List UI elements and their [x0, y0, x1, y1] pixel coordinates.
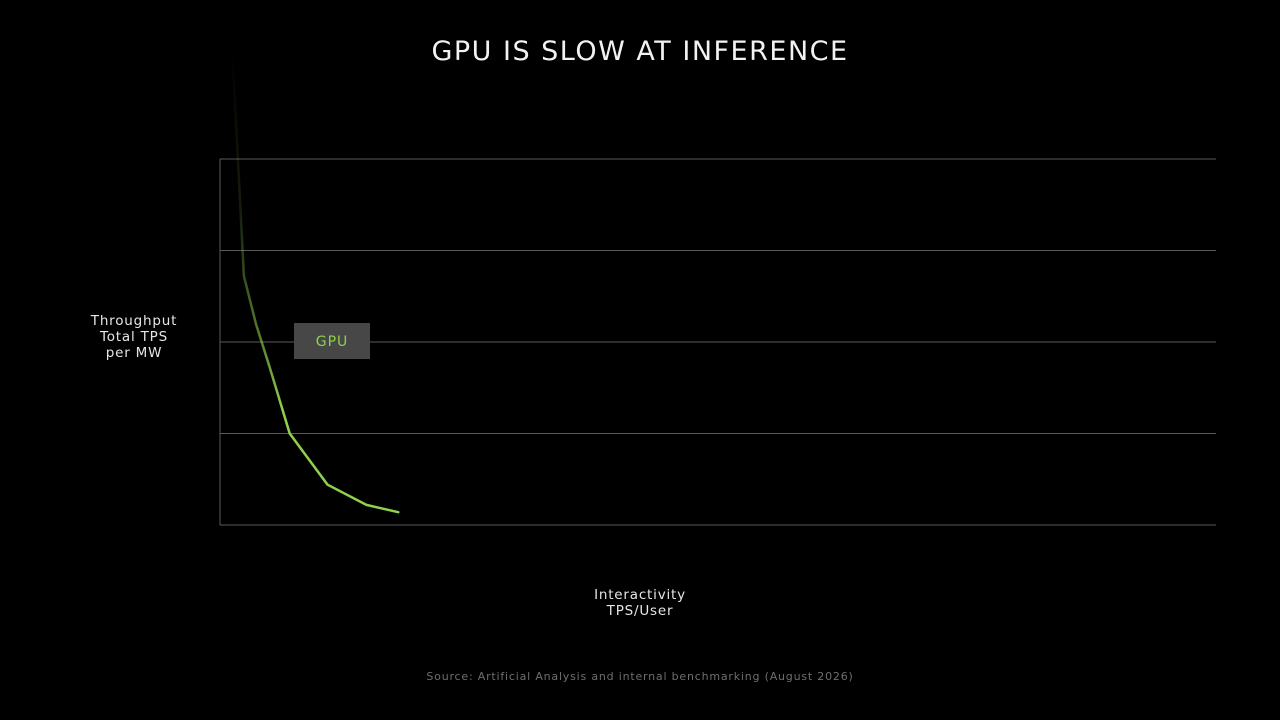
- x-axis-label: Interactivity TPS/User: [540, 587, 740, 619]
- x-axis-label-line: Interactivity: [594, 587, 686, 603]
- y-axis-label-line: per MW: [105, 345, 163, 361]
- source-note: Source: Artificial Analysis and internal…: [426, 670, 854, 683]
- chart-title: GPU IS SLOW AT INFERENCE: [431, 36, 849, 67]
- y-axis-label: Throughput Total TPS per MW: [74, 313, 194, 361]
- series-layer: [231, 52, 400, 514]
- axes: [219, 159, 1216, 526]
- gpu-series-line: [231, 52, 400, 514]
- series-labels: GPU: [294, 323, 370, 359]
- grid-lines: [220, 158, 1216, 434]
- y-axis-label-line: Total TPS: [100, 329, 168, 345]
- series-label-box: [294, 323, 370, 359]
- gpu-series-label: GPU: [294, 323, 370, 359]
- y-axis-label-line: Throughput: [90, 313, 178, 329]
- x-axis-label-line: TPS/User: [606, 603, 674, 619]
- series-label-text: GPU: [316, 334, 349, 350]
